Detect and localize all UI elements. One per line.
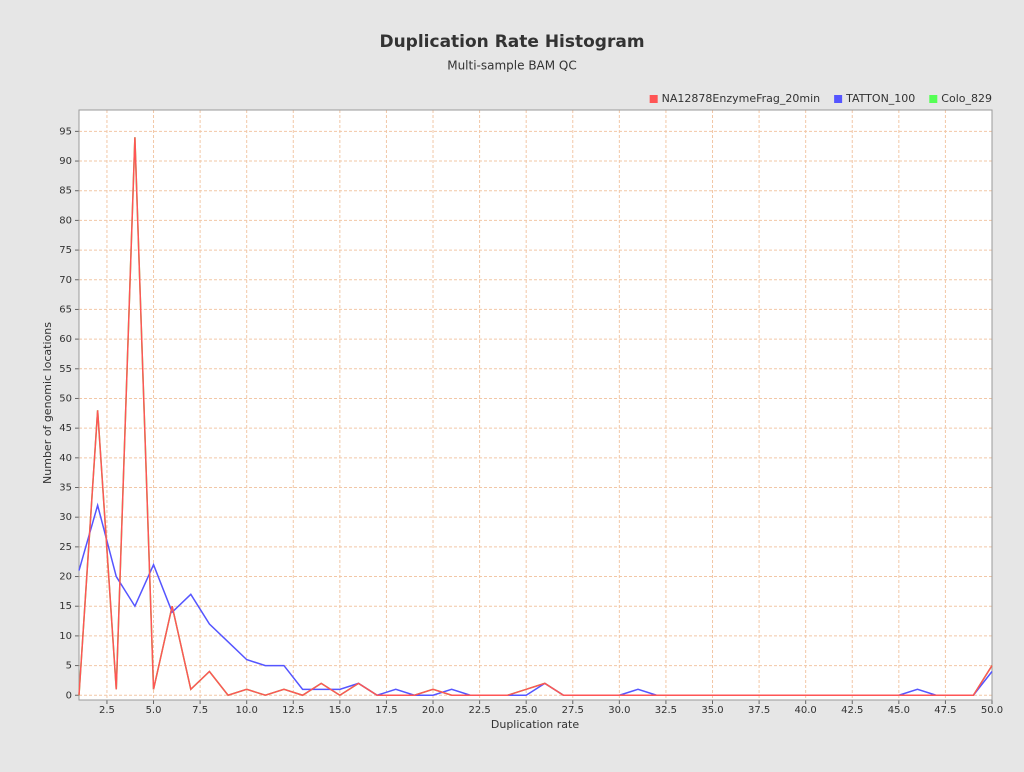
y-tick-label: 20 [59, 572, 72, 583]
x-tick-label: 32.5 [655, 705, 677, 716]
y-tick-label: 60 [59, 334, 72, 345]
y-tick-label: 40 [59, 453, 72, 464]
y-tick-label: 95 [59, 126, 72, 137]
y-tick-label: 45 [59, 423, 72, 434]
y-tick-label: 55 [59, 364, 72, 375]
x-tick-label: 42.5 [841, 705, 863, 716]
plot-border [78, 109, 993, 701]
y-axis-label: Number of genomic locations [41, 322, 54, 484]
x-tick-label: 2.5 [99, 705, 115, 716]
x-tick-label: 20.0 [422, 705, 444, 716]
y-tick-label: 70 [59, 275, 72, 286]
y-tick-label: 0 [66, 690, 72, 701]
y-tick-label: 35 [59, 483, 72, 494]
plot-area [78, 109, 993, 701]
y-tick-label: 65 [59, 304, 72, 315]
x-axis-label: Duplication rate [491, 718, 579, 731]
y-tick-label: 75 [59, 245, 72, 256]
x-tick-label: 47.5 [934, 705, 956, 716]
x-tick-label: 22.5 [468, 705, 490, 716]
y-tick-label: 85 [59, 186, 72, 197]
x-tick-label: 35.0 [701, 705, 723, 716]
x-tick-label: 25.0 [515, 705, 537, 716]
legend-swatch [649, 95, 658, 103]
chart-subtitle: Multi-sample BAM QC [447, 59, 577, 73]
legend-swatch [834, 95, 843, 103]
x-tick-label: 15.0 [329, 705, 351, 716]
y-tick-label: 15 [59, 601, 72, 612]
y-tick-label: 5 [66, 661, 72, 672]
y-tick-label: 30 [59, 512, 72, 523]
y-tick-label: 25 [59, 542, 72, 553]
legend-swatch [929, 95, 938, 103]
x-tick-label: 50.0 [981, 705, 1003, 716]
y-tick-label: 80 [59, 215, 72, 226]
x-tick-label: 45.0 [888, 705, 910, 716]
x-tick-label: 17.5 [375, 705, 397, 716]
x-tick-label: 40.0 [795, 705, 817, 716]
y-tick-label: 90 [59, 156, 72, 167]
x-tick-label: 37.5 [748, 705, 770, 716]
x-tick-label: 27.5 [562, 705, 584, 716]
legend-label: TATTON_100 [845, 92, 915, 105]
legend-label: Colo_829 [941, 92, 992, 105]
y-tick-label: 10 [59, 631, 72, 642]
x-tick-label: 10.0 [236, 705, 258, 716]
y-tick-label: 50 [59, 393, 72, 404]
series-line [78, 137, 993, 697]
legend-label: NA12878EnzymeFrag_20min [662, 92, 820, 105]
x-tick-label: 7.5 [192, 705, 208, 716]
chart-title: Duplication Rate Histogram [379, 32, 644, 52]
x-tick-label: 12.5 [282, 705, 304, 716]
x-tick-label: 5.0 [146, 705, 162, 716]
x-tick-label: 30.0 [608, 705, 630, 716]
